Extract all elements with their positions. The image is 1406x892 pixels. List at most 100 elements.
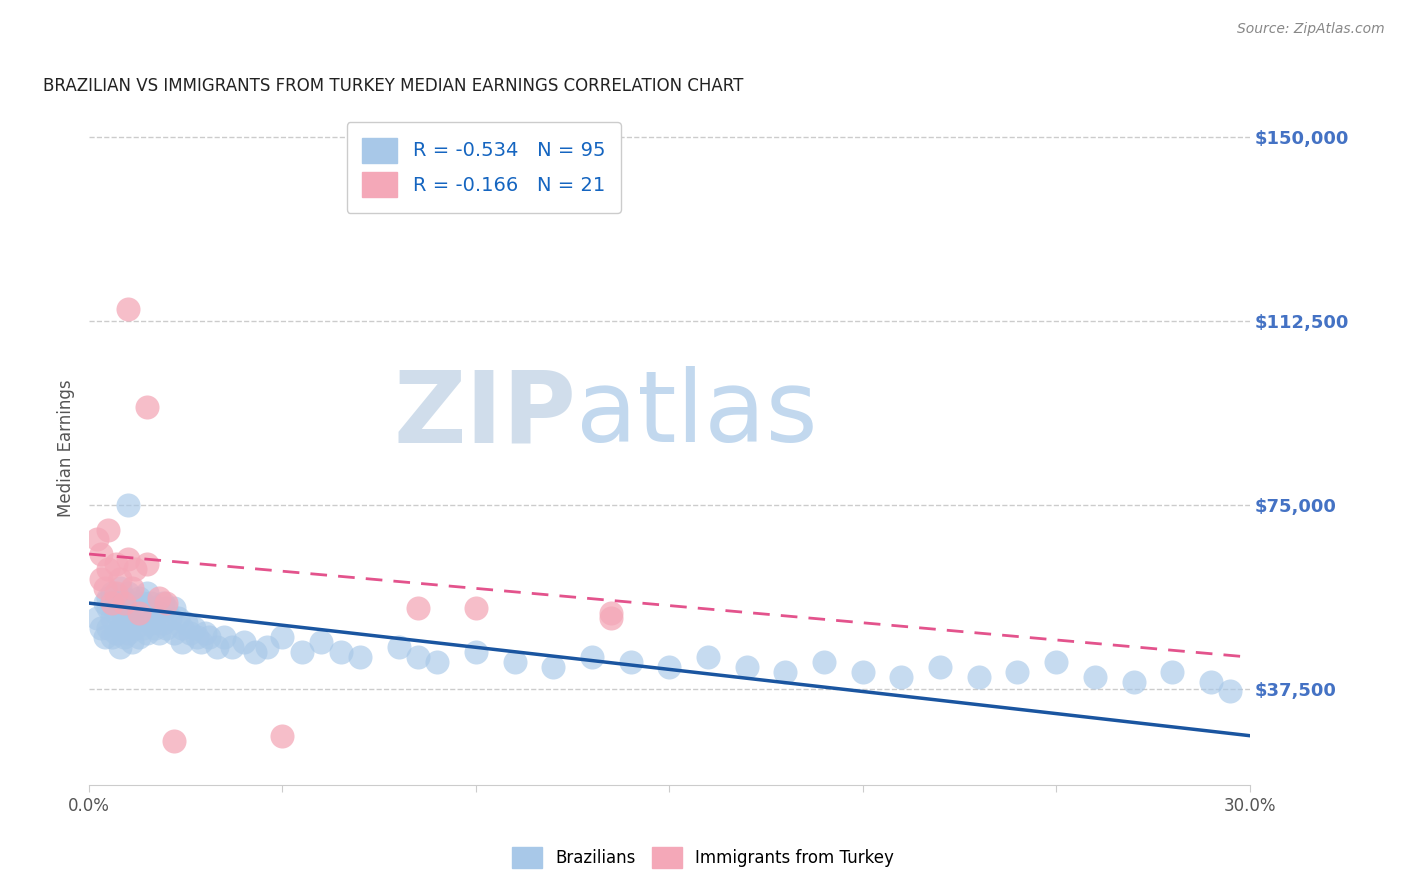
Point xyxy=(148,591,170,606)
Point xyxy=(890,670,912,684)
Point xyxy=(136,606,159,620)
Point xyxy=(813,655,835,669)
Point xyxy=(128,606,150,620)
Point xyxy=(967,670,990,684)
Point xyxy=(163,733,186,747)
Legend: Brazilians, Immigrants from Turkey: Brazilians, Immigrants from Turkey xyxy=(505,840,901,875)
Point xyxy=(97,601,120,615)
Point xyxy=(128,591,150,606)
Point xyxy=(271,631,294,645)
Point xyxy=(112,631,135,645)
Point xyxy=(97,523,120,537)
Point xyxy=(105,586,128,600)
Point xyxy=(387,640,409,655)
Point xyxy=(112,596,135,610)
Point xyxy=(128,611,150,625)
Point xyxy=(121,596,143,610)
Point xyxy=(214,631,236,645)
Point xyxy=(148,606,170,620)
Point xyxy=(198,631,221,645)
Point xyxy=(86,611,108,625)
Point xyxy=(775,665,797,679)
Point xyxy=(543,660,565,674)
Point xyxy=(117,586,139,600)
Point xyxy=(221,640,243,655)
Point xyxy=(205,640,228,655)
Text: atlas: atlas xyxy=(576,367,818,463)
Point xyxy=(152,615,174,630)
Point xyxy=(121,635,143,649)
Point xyxy=(93,596,115,610)
Point xyxy=(105,596,128,610)
Point xyxy=(271,729,294,743)
Point xyxy=(155,601,177,615)
Point xyxy=(1007,665,1029,679)
Point xyxy=(581,650,603,665)
Point xyxy=(124,562,146,576)
Point xyxy=(245,645,267,659)
Point xyxy=(105,557,128,571)
Point xyxy=(117,606,139,620)
Point xyxy=(1161,665,1184,679)
Point xyxy=(108,601,131,615)
Point xyxy=(108,572,131,586)
Point xyxy=(105,625,128,640)
Point xyxy=(97,591,120,606)
Point xyxy=(155,596,177,610)
Point xyxy=(90,621,112,635)
Point xyxy=(163,625,186,640)
Point xyxy=(620,655,643,669)
Point xyxy=(1122,674,1144,689)
Point xyxy=(90,547,112,561)
Point xyxy=(143,601,166,615)
Point xyxy=(183,621,205,635)
Y-axis label: Median Earnings: Median Earnings xyxy=(58,380,75,517)
Point xyxy=(139,615,162,630)
Point xyxy=(90,572,112,586)
Point xyxy=(108,621,131,635)
Point xyxy=(600,611,623,625)
Point xyxy=(128,631,150,645)
Point xyxy=(1084,670,1107,684)
Point xyxy=(93,631,115,645)
Text: Source: ZipAtlas.com: Source: ZipAtlas.com xyxy=(1237,22,1385,37)
Point xyxy=(503,655,526,669)
Point xyxy=(124,621,146,635)
Point xyxy=(170,621,193,635)
Point xyxy=(159,611,181,625)
Point xyxy=(349,650,371,665)
Point xyxy=(190,635,212,649)
Point xyxy=(117,625,139,640)
Point xyxy=(148,625,170,640)
Point xyxy=(155,621,177,635)
Point xyxy=(232,635,254,649)
Point xyxy=(329,645,352,659)
Point xyxy=(406,650,429,665)
Point xyxy=(464,645,486,659)
Point xyxy=(112,591,135,606)
Point xyxy=(170,635,193,649)
Text: BRAZILIAN VS IMMIGRANTS FROM TURKEY MEDIAN EARNINGS CORRELATION CHART: BRAZILIAN VS IMMIGRANTS FROM TURKEY MEDI… xyxy=(42,78,742,95)
Point xyxy=(101,611,124,625)
Point xyxy=(464,601,486,615)
Point xyxy=(136,557,159,571)
Point xyxy=(929,660,952,674)
Point xyxy=(108,582,131,596)
Point xyxy=(1199,674,1222,689)
Point xyxy=(697,650,720,665)
Point xyxy=(93,582,115,596)
Point xyxy=(97,621,120,635)
Point xyxy=(152,596,174,610)
Point xyxy=(186,631,208,645)
Point xyxy=(600,606,623,620)
Point xyxy=(136,586,159,600)
Point xyxy=(112,611,135,625)
Point xyxy=(132,621,155,635)
Point xyxy=(256,640,278,655)
Point xyxy=(136,400,159,414)
Point xyxy=(174,615,197,630)
Point xyxy=(179,625,201,640)
Point xyxy=(1045,655,1067,669)
Point xyxy=(117,498,139,512)
Point xyxy=(852,665,875,679)
